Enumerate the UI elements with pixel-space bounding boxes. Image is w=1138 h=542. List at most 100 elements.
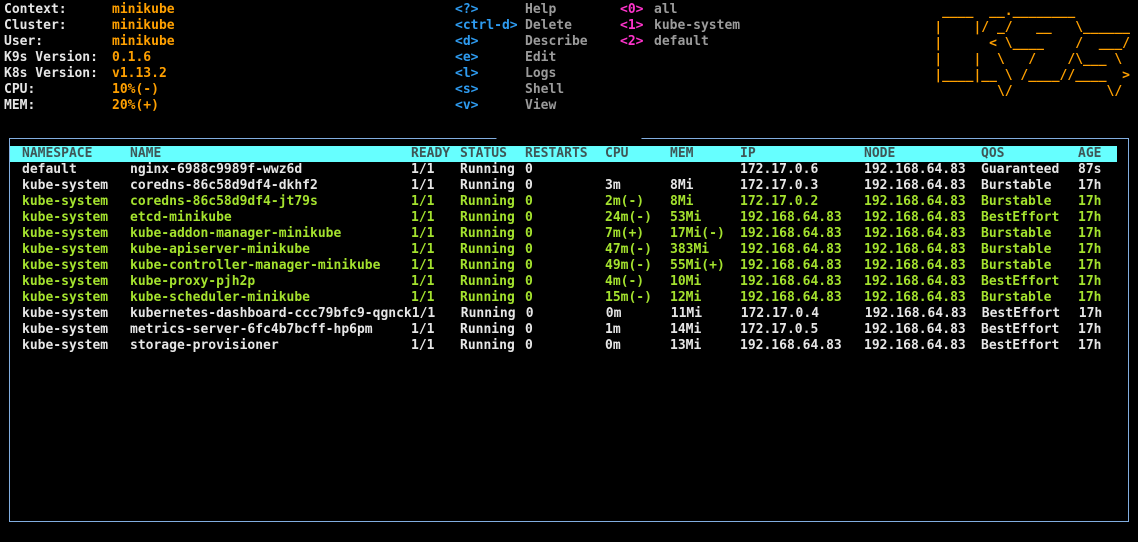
cell-node: 192.168.64.83: [864, 290, 966, 305]
cell-restarts: 0: [525, 210, 533, 225]
cell-restarts: 0: [525, 322, 533, 337]
table-row[interactable]: kube-system coredns-86c58d9df4-jt79s 1/1…: [10, 194, 1128, 210]
cell-status: Running: [460, 210, 515, 225]
table-header-row: NAMESPACE NAME READY STATUS RESTARTS CPU…: [10, 146, 1117, 162]
cell-ready: 1/1: [411, 306, 436, 321]
cell-age: 17h: [1078, 210, 1102, 225]
logo-line: ____ __.________: [934, 4, 1130, 19]
cluster-info-panel: Context: minikube Cluster: minikube User…: [4, 2, 175, 114]
cell-ready: 1/1: [411, 210, 435, 225]
cell-pod-name: kubernetes-dashboard-ccc79bfc9-qgnck: [130, 306, 412, 321]
cell-ready: 1/1: [411, 258, 435, 273]
column-header-status[interactable]: STATUS: [460, 146, 507, 161]
cell-qos: BestEffort: [981, 322, 1060, 337]
cell-cpu: 1m: [605, 322, 621, 337]
table-row[interactable]: kube-system kube-addon-manager-minikube …: [10, 226, 1128, 242]
info-value: minikube: [112, 2, 175, 17]
table-row[interactable]: kube-system kube-apiserver-minikube 1/1 …: [10, 242, 1128, 258]
cell-pod-name: storage-provisioner: [130, 338, 279, 353]
hotkey-key: <e>: [455, 50, 479, 65]
column-header-qos[interactable]: QOS: [981, 146, 1005, 161]
column-header-ip[interactable]: IP: [740, 146, 756, 161]
cell-pod-name: kube-scheduler-minikube: [130, 290, 311, 305]
cell-status: Running: [460, 258, 515, 273]
cell-ip: 192.168.64.83: [740, 226, 842, 241]
cell-qos: Burstable: [981, 194, 1052, 209]
namespace-hotkey-label: default: [654, 34, 709, 49]
cell-node: 192.168.64.83: [864, 242, 966, 257]
cell-cpu: 7m(+): [605, 226, 645, 241]
cell-mem: 10Mi: [670, 274, 702, 289]
cell-qos: Guaranteed: [981, 162, 1060, 177]
cell-namespace: kube-system: [22, 210, 109, 225]
namespace-hotkey-key: <0>: [620, 2, 644, 17]
info-label: CPU:: [4, 82, 36, 97]
cell-qos: Burstable: [981, 258, 1052, 273]
cell-ready: 1/1: [411, 322, 435, 337]
hotkey-item: <v> View: [455, 98, 588, 114]
table-row[interactable]: kube-system kube-proxy-pjh2p 1/1 Running…: [10, 274, 1128, 290]
cluster-info-row: User: minikube: [4, 34, 175, 50]
cell-ready: 1/1: [411, 178, 435, 193]
column-header-restarts[interactable]: RESTARTS: [525, 146, 588, 161]
hotkey-key: <l>: [455, 66, 479, 81]
table-row[interactable]: kube-system metrics-server-6fc4b7bcff-hp…: [10, 322, 1128, 338]
column-header-age[interactable]: AGE: [1078, 146, 1102, 161]
cell-node: 192.168.64.83: [864, 210, 966, 225]
column-header-name[interactable]: NAME: [130, 146, 162, 161]
hotkey-item: <d> Describe: [455, 34, 588, 50]
info-value: 10%(-): [112, 82, 159, 97]
cell-namespace: kube-system: [22, 306, 109, 321]
hotkey-label: Logs: [525, 66, 557, 81]
cell-qos: Burstable: [981, 290, 1052, 305]
logo-line: | < \____ / ___/: [934, 36, 1130, 51]
cell-namespace: kube-system: [22, 290, 109, 305]
table-row[interactable]: default nginx-6988c9989f-wwz6d 1/1 Runni…: [10, 162, 1128, 178]
cell-age: 17h: [1078, 306, 1103, 321]
namespace-hotkey-key: <2>: [620, 34, 644, 49]
namespace-hotkey-item: <1> kube-system: [620, 18, 740, 34]
column-header-node[interactable]: NODE: [864, 146, 896, 161]
cell-qos: BestEffort: [981, 338, 1060, 353]
cell-age: 17h: [1078, 242, 1102, 257]
logo-line: | |/ _/ __ \______: [934, 20, 1130, 35]
cell-namespace: default: [22, 162, 77, 177]
cell-ready: 1/1: [411, 290, 435, 305]
hotkey-label: Help: [525, 2, 557, 17]
cluster-info-row: K9s Version: 0.1.6: [4, 50, 175, 66]
table-row[interactable]: kube-system storage-provisioner 1/1 Runn…: [10, 338, 1128, 354]
hotkey-item: <l> Logs: [455, 66, 588, 82]
table-row[interactable]: kube-system etcd-minikube 1/1 Running 0 …: [10, 210, 1128, 226]
cell-mem: 55Mi(+): [670, 258, 725, 273]
cell-mem: 53Mi: [670, 210, 702, 225]
namespace-hotkey-label: all: [654, 2, 678, 17]
cell-namespace: kube-system: [22, 194, 109, 209]
cell-pod-name: kube-apiserver-minikube: [130, 242, 311, 257]
hotkey-label: Delete: [525, 18, 572, 33]
cell-cpu: 4m(-): [605, 274, 645, 289]
hotkey-item: <?> Help: [455, 2, 588, 18]
column-header-cpu[interactable]: CPU: [605, 146, 629, 161]
table-row[interactable]: kube-system kubernetes-dashboard-ccc79bf…: [10, 306, 1128, 322]
cell-node: 192.168.64.83: [864, 226, 966, 241]
info-label: Context:: [4, 2, 67, 17]
cell-age: 17h: [1078, 290, 1102, 305]
column-header-namespace[interactable]: NAMESPACE: [22, 146, 93, 161]
cell-pod-name: kube-proxy-pjh2p: [130, 274, 256, 289]
cluster-info-row: Cluster: minikube: [4, 18, 175, 34]
cell-status: Running: [460, 226, 515, 241]
table-row[interactable]: kube-system kube-controller-manager-mini…: [10, 258, 1128, 274]
table-row[interactable]: kube-system kube-scheduler-minikube 1/1 …: [10, 290, 1128, 306]
k9s-ascii-logo: ____ __.________ | |/ _/ __ \______ | < …: [934, 4, 1130, 100]
cell-status: Running: [460, 306, 516, 321]
column-header-mem[interactable]: MEM: [670, 146, 694, 161]
cell-mem: 13Mi: [670, 338, 702, 353]
hotkey-label: View: [525, 98, 557, 113]
cell-mem: 8Mi: [670, 194, 694, 209]
table-row[interactable]: kube-system coredns-86c58d9df4-dkhf2 1/1…: [10, 178, 1128, 194]
cell-mem: [670, 162, 740, 178]
cell-cpu: 15m(-): [605, 290, 652, 305]
column-header-ready[interactable]: READY: [411, 146, 451, 161]
hotkey-item: <s> Shell: [455, 82, 588, 98]
cell-qos: Burstable: [981, 242, 1052, 257]
